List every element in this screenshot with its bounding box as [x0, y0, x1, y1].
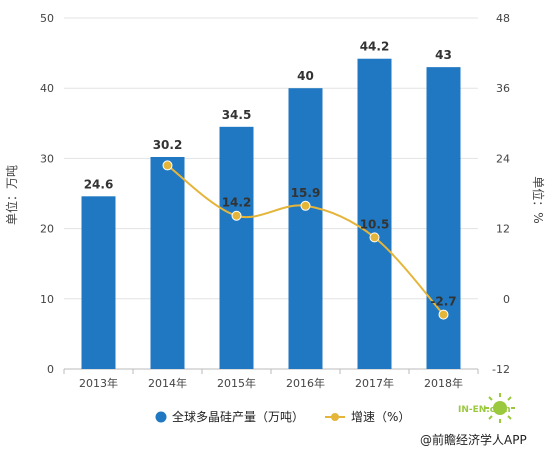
line-value-label: -2.7: [430, 295, 456, 309]
line-value-label: 10.5: [360, 217, 390, 231]
right-tick-label: 24: [496, 152, 510, 165]
line-point: [438, 309, 449, 320]
bar-value-label: 44.2: [360, 40, 390, 54]
line-point: [369, 232, 380, 243]
credit: @前瞻经济学人APP: [420, 432, 527, 447]
x-tick-label: 2013年: [79, 376, 118, 390]
watermark-text: IN-EN.com: [458, 405, 511, 415]
legend: 全球多晶硅产量（万吨） 增速（%）: [155, 409, 410, 424]
legend-bar-marker: [155, 411, 167, 423]
x-axis-ticks: 2013年 2014年 2015年 2016年 2017年 2018年: [63, 369, 479, 390]
bar-value-label: 43: [435, 48, 452, 62]
left-tick-label: 10: [40, 293, 54, 306]
x-tick-label: 2014年: [148, 376, 187, 390]
x-tick-label: 2017年: [355, 376, 394, 390]
x-tick-label: 2016年: [286, 376, 325, 390]
bar-value-label: 40: [297, 69, 314, 83]
bar: [219, 126, 254, 369]
right-tick-label: 36: [496, 82, 510, 95]
bar: [81, 196, 116, 369]
line-point: [300, 200, 311, 211]
watermark-logo: IN-EN.com: [458, 393, 515, 423]
credit-text: @前瞻经济学人APP: [420, 432, 527, 447]
right-tick-label: -12: [492, 363, 510, 376]
legend-bar-label: 全球多晶硅产量（万吨）: [172, 409, 304, 424]
bar-value-label: 24.6: [84, 177, 114, 191]
bar: [426, 67, 461, 369]
right-tick-label: 12: [496, 223, 510, 236]
line-point: [231, 210, 242, 221]
left-tick-label: 0: [47, 363, 54, 376]
left-tick-label: 50: [40, 12, 54, 25]
right-axis-ticks: -12 0 12 24 36 48: [492, 12, 510, 376]
legend-line-label: 增速（%）: [351, 410, 410, 424]
bar: [357, 58, 392, 369]
line-value-label: 15.9: [291, 186, 321, 200]
line-series: 14.2 15.9 10.5 -2.7: [162, 160, 457, 320]
line-point: [162, 160, 173, 171]
gridlines: [64, 17, 478, 370]
left-tick-label: 40: [40, 82, 54, 95]
x-tick-label: 2015年: [217, 376, 256, 390]
left-tick-label: 20: [40, 223, 54, 236]
x-tick-label: 2018年: [424, 376, 463, 390]
line-value-label: 14.2: [222, 196, 252, 210]
legend-line-dot: [331, 413, 339, 421]
bar: [288, 88, 323, 369]
right-tick-label: 0: [503, 293, 510, 306]
left-axis-ticks: 0 10 20 30 40 50: [40, 12, 54, 376]
bar: [150, 156, 185, 369]
bar-series: 24.6 30.2 34.5 40 44.2 43: [81, 40, 461, 369]
left-tick-label: 30: [40, 152, 54, 165]
bar-value-label: 34.5: [222, 108, 252, 122]
right-tick-label: 48: [496, 12, 510, 25]
right-axis-title: 单位：%: [531, 176, 546, 223]
left-axis-title: 单位：万吨: [4, 165, 19, 225]
bar-value-label: 30.2: [153, 138, 183, 152]
